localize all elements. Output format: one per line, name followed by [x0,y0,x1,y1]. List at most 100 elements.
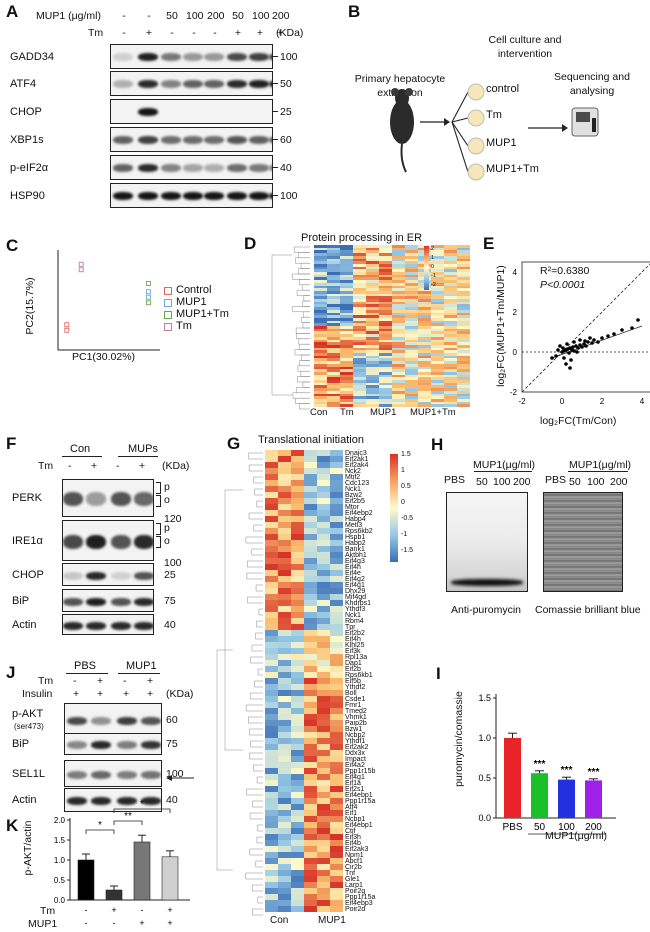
heatmap-d-cell [392,299,405,302]
heatmap-d-cell [366,269,379,273]
heatmap-d-cell [366,282,379,286]
heatmap-d-cell [366,350,379,354]
heatmap-d-cell [405,363,418,367]
heatmap-d-cell [314,369,327,372]
heatmap-d-cell [457,277,470,281]
heatmap-d-cell [327,315,340,318]
blot-j-strip [64,733,162,755]
h-line [474,471,532,472]
blot-band [141,770,161,779]
blot-band [204,192,224,200]
heatmap-d-cell [444,385,457,389]
pca-xlabel: PC1(30.02%) [72,351,136,363]
heatmap-d-cell [392,363,405,367]
heatmap-d-cell [444,347,457,351]
heatmap-d-cell [340,374,353,378]
heatmap-d-cell [431,245,444,248]
heatmap-d-cell [444,250,457,254]
heatmap-d-cell [340,282,353,286]
blot-band [67,770,87,779]
heatmap-d-cell [444,288,457,291]
heatmap-d-cell [379,382,392,386]
heatmap-d-cell [392,317,405,321]
heatmap-d-cell [431,299,444,302]
heatmap-d-cell [379,363,392,367]
heatmap-g-cell [317,906,330,913]
heatmap-d-cell [431,331,444,335]
heatmap-d-cell [327,334,340,337]
k-ytick: 2.0 [54,816,66,825]
blot-band [67,717,87,725]
heatmap-d-cell [431,309,444,313]
pca-point [145,300,151,306]
heatmap-d-cell [327,344,340,348]
heatmap-d-cell [405,371,418,375]
heatmap-d-cell [431,366,444,370]
heatmap-d-cell [444,331,457,335]
heatmap-d-cell [405,339,418,343]
heatmap-d-cell [379,393,392,397]
heatmap-d-cell [431,307,444,310]
heatmap-d-cell [431,350,444,354]
blot-a-row-label: p-eIF2α [10,162,49,174]
i-ylabel: puromycin/comassie [453,691,465,787]
heatmap-d-cell [405,304,418,308]
blot-band [138,108,158,116]
caption-anti-puromycin: Anti-puromycin [451,604,522,616]
heatmap-d-cell [405,393,418,397]
heatmap-d-cell [444,358,457,362]
k-mup-value: + [167,918,172,928]
heatmap-g-cell [278,906,291,913]
heatmap-d-cell [327,382,340,386]
heatmap-d-cell [327,342,340,345]
heatmap-d-cell [340,363,353,367]
heatmap-d-cell [457,317,470,321]
heatmap-d-cell [353,282,366,286]
heatmap-d-cell [340,326,353,329]
blot-a-kda: 100 [280,51,298,63]
pca-point [145,281,151,286]
heatmap-d-cell [379,299,392,302]
blot-a-kda: 50 [280,78,292,90]
k-sig: * [140,800,144,810]
heatmap-d-cell [314,380,327,383]
heatmap-d-cell [392,293,405,297]
heatmap-d-cell [418,290,431,294]
heatmap-d-cell [379,293,392,297]
heatmap-d-cell [327,250,340,254]
heatmap-d-cell [444,390,457,394]
heatmap-d-cell [418,390,431,394]
heatmap-d-cell [340,266,353,270]
heatmap-d-cell [340,393,353,397]
pca-legend: Control MUP1 MUP1+Tm Tm [164,284,254,344]
heatmap-d-cell [444,299,457,302]
heatmap-d-cell [379,280,392,283]
heatmap-d-cell [444,290,457,294]
heatmap-d-cell [418,334,431,337]
heatmap-d-cell [431,255,444,259]
heatmap-d-cell [366,331,379,335]
heatmap-d-cell [366,293,379,297]
heatmap-d-cell [327,374,340,378]
h-lane: PBS [545,474,567,486]
blot-band [113,164,133,172]
heatmap-d-cell [366,380,379,383]
heatmap-d-cell [444,263,457,267]
blot-a-row-label: CHOP [10,106,42,118]
heatmap-d-cell [327,304,340,308]
blot-band [141,717,161,725]
heatmap-d-cell [444,369,457,372]
heatmap-d-cell [457,293,470,297]
heatmap-d-cell [314,290,327,294]
heatmap-d-cell [418,369,431,372]
heatmap-d-cell [418,353,431,356]
heatmap-d-cell [327,393,340,397]
bar-k [161,856,179,901]
heatmap-d-cell [366,326,379,329]
mup1-conc-values: - -50 100 200 50 100 200 [110,10,289,24]
heatmap-d-cell [353,353,366,356]
heatmap-d-cell [366,253,379,256]
heatmap-d-cell [457,347,470,351]
heatmap-d-cell [314,374,327,378]
heatmap-d-cell [327,358,340,362]
